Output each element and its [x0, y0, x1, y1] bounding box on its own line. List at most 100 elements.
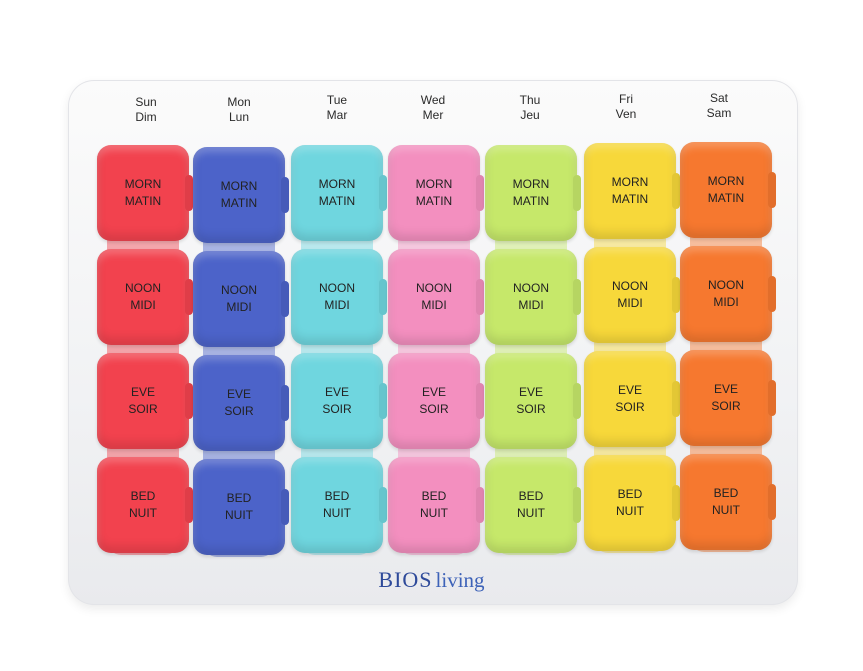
compartment-lid[interactable]: EVE SOIR: [485, 353, 577, 449]
compartment-lid[interactable]: EVE SOIR: [680, 350, 772, 446]
slot-label-fr: MATIN: [707, 191, 745, 205]
day-header-sun: Sun Dim: [106, 95, 186, 125]
compartment-label: EVE SOIR: [516, 384, 545, 418]
compartment-lid[interactable]: NOON MIDI: [584, 247, 676, 343]
slot-label-fr: SOIR: [711, 399, 741, 413]
slot-label-fr: MATIN: [611, 192, 649, 206]
slot-label-fr: NUIT: [616, 504, 644, 518]
compartment-label: BED NUIT: [225, 490, 253, 524]
day-label-en: Sun: [135, 95, 157, 109]
day-column-sun: MORN MATIN NOON MIDI EVE SOIR BED NUIT: [97, 145, 189, 555]
compartment-label: BED NUIT: [129, 488, 157, 522]
compartment-label: NOON MIDI: [513, 280, 549, 314]
day-header-wed: Wed Mer: [393, 93, 473, 123]
slot-label-fr: NUIT: [225, 508, 253, 522]
day-header-mon: Mon Lun: [199, 95, 279, 125]
slot-label-en: EVE: [421, 385, 446, 399]
slot-label-fr: MIDI: [324, 298, 350, 312]
slot-label-fr: MIDI: [617, 296, 643, 310]
slot-label-en: MORN: [415, 177, 453, 191]
day-column-thu: MORN MATIN NOON MIDI EVE SOIR BED NUIT: [485, 145, 577, 555]
compartment-lid[interactable]: NOON MIDI: [193, 251, 285, 347]
compartment-label: MORN MATIN: [513, 176, 550, 210]
slot-label-fr: SOIR: [516, 402, 546, 416]
compartment-lid[interactable]: MORN MATIN: [291, 145, 383, 241]
day-header-fri: Fri Ven: [586, 92, 666, 122]
compartment-lid[interactable]: MORN MATIN: [680, 142, 772, 238]
compartment-lid[interactable]: BED NUIT: [584, 455, 676, 551]
slot-label-en: MORN: [220, 179, 258, 193]
day-column-fri: MORN MATIN NOON MIDI EVE SOIR BED NUIT: [584, 143, 676, 553]
compartment-lid[interactable]: EVE SOIR: [584, 351, 676, 447]
slot-label-en: NOON: [319, 281, 355, 295]
day-column-mon: MORN MATIN NOON MIDI EVE SOIR BED NUIT: [193, 147, 285, 557]
day-label-fr: Mar: [326, 108, 348, 122]
slot-label-fr: MIDI: [226, 300, 252, 314]
compartment-lid[interactable]: EVE SOIR: [97, 353, 189, 449]
compartment-lid[interactable]: EVE SOIR: [291, 353, 383, 449]
slot-label-en: MORN: [611, 175, 649, 189]
brand-secondary: living: [435, 568, 485, 592]
slot-label-en: NOON: [612, 279, 648, 293]
day-label-fr: Lun: [228, 110, 250, 124]
slot-label-fr: MIDI: [518, 298, 544, 312]
compartment-lid[interactable]: NOON MIDI: [97, 249, 189, 345]
slot-label-en: MORN: [707, 174, 745, 188]
slot-label-en: MORN: [512, 177, 550, 191]
compartment-label: EVE SOIR: [711, 381, 740, 415]
compartment-label: EVE SOIR: [419, 384, 448, 418]
compartment-lid[interactable]: MORN MATIN: [193, 147, 285, 243]
slot-label-fr: MATIN: [124, 194, 162, 208]
day-column-tue: MORN MATIN NOON MIDI EVE SOIR BED NUIT: [291, 145, 383, 555]
compartment-lid[interactable]: MORN MATIN: [388, 145, 480, 241]
brand-primary: BIOS: [378, 567, 433, 592]
compartment-label: BED NUIT: [420, 488, 448, 522]
day-label-fr: Ven: [615, 107, 637, 121]
compartment-lid[interactable]: EVE SOIR: [388, 353, 480, 449]
compartment-lid[interactable]: BED NUIT: [388, 457, 480, 553]
slot-label-en: NOON: [125, 281, 161, 295]
day-column-sat: MORN MATIN NOON MIDI EVE SOIR BED NUIT: [680, 142, 772, 552]
day-header-sat: Sat Sam: [679, 91, 759, 121]
day-label-en: Tue: [326, 93, 348, 107]
compartment-label: BED NUIT: [323, 488, 351, 522]
compartment-lid[interactable]: BED NUIT: [97, 457, 189, 553]
compartment-lid[interactable]: NOON MIDI: [680, 246, 772, 342]
compartment-lid[interactable]: MORN MATIN: [584, 143, 676, 239]
compartment-lid[interactable]: MORN MATIN: [97, 145, 189, 241]
day-header-thu: Thu Jeu: [490, 93, 570, 123]
compartment-lid[interactable]: MORN MATIN: [485, 145, 577, 241]
compartment-label: NOON MIDI: [221, 282, 257, 316]
compartment-lid[interactable]: BED NUIT: [680, 454, 772, 550]
compartment-lid[interactable]: NOON MIDI: [291, 249, 383, 345]
slot-label-en: MORN: [124, 177, 162, 191]
slot-label-en: BED: [130, 489, 156, 503]
slot-label-fr: NUIT: [323, 506, 351, 520]
slot-label-fr: NUIT: [129, 506, 157, 520]
compartment-label: NOON MIDI: [125, 280, 161, 314]
slot-label-en: EVE: [713, 382, 738, 396]
compartment-lid[interactable]: NOON MIDI: [485, 249, 577, 345]
day-label-en: Mon: [227, 95, 251, 109]
compartment-lid[interactable]: BED NUIT: [193, 459, 285, 555]
slot-label-en: BED: [324, 489, 350, 503]
compartment-lid[interactable]: BED NUIT: [291, 457, 383, 553]
day-label-fr: Dim: [135, 110, 157, 124]
slot-label-en: BED: [518, 489, 544, 503]
slot-label-en: NOON: [221, 283, 257, 297]
compartment-label: EVE SOIR: [615, 382, 644, 416]
compartment-lid[interactable]: BED NUIT: [485, 457, 577, 553]
compartment-label: NOON MIDI: [708, 277, 744, 311]
day-label-en: Wed: [420, 93, 446, 107]
slot-label-en: EVE: [130, 385, 155, 399]
day-label-fr: Sam: [706, 106, 732, 120]
compartment-lid[interactable]: EVE SOIR: [193, 355, 285, 451]
slot-label-en: EVE: [226, 387, 251, 401]
slot-label-en: BED: [713, 486, 739, 500]
slot-label-en: NOON: [708, 278, 744, 292]
slot-label-en: EVE: [324, 385, 349, 399]
slot-label-fr: NUIT: [712, 503, 740, 517]
compartment-label: MORN MATIN: [612, 174, 649, 208]
compartment-lid[interactable]: NOON MIDI: [388, 249, 480, 345]
slot-label-en: NOON: [416, 281, 452, 295]
